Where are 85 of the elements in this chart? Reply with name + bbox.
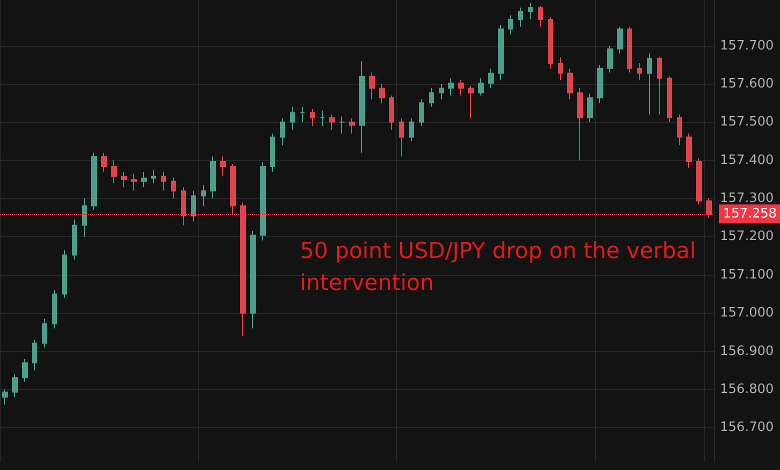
candlestick — [240, 202, 246, 336]
candlestick — [320, 110, 325, 126]
candlestick — [706, 198, 712, 218]
y-tick-label: 157.500 — [720, 114, 774, 130]
y-tick-label: 157.000 — [720, 306, 774, 321]
candlestick — [647, 52, 652, 116]
candlestick — [488, 68, 494, 88]
candlestick — [558, 56, 563, 81]
y-tick-label: 156.700 — [720, 420, 774, 436]
candlestick — [270, 133, 275, 172]
candlestick — [201, 184, 206, 207]
candlestick — [121, 171, 127, 188]
candlestick — [448, 78, 454, 96]
candlestick — [12, 374, 18, 398]
y-tick-label: 157.400 — [720, 152, 774, 168]
candlestick — [230, 164, 236, 214]
candlestick — [498, 24, 504, 81]
candlestick — [210, 156, 216, 200]
candlestick — [280, 118, 285, 146]
candlestick — [300, 106, 305, 123]
candlestick — [329, 114, 335, 130]
candlestick — [42, 318, 47, 348]
candlestick — [548, 16, 553, 70]
candlestick — [191, 190, 196, 222]
candlestick — [290, 106, 295, 130]
candlestick — [399, 118, 404, 158]
candlestick — [587, 93, 593, 123]
candlestick — [220, 156, 226, 176]
y-tick-label: 157.200 — [720, 229, 774, 244]
candlestick — [627, 26, 632, 74]
candlestick — [52, 290, 57, 329]
candlestick — [62, 250, 67, 298]
candlestick — [468, 85, 474, 119]
candlestick — [528, 2, 533, 20]
candlestick — [310, 108, 315, 126]
y-tick-label: 157.300 — [720, 191, 774, 206]
candlestick — [22, 358, 28, 382]
candlestick — [72, 219, 77, 260]
candlestick — [131, 173, 137, 192]
candlestick — [151, 169, 156, 184]
candlestick — [379, 84, 385, 104]
candlestick — [339, 116, 345, 134]
candlestick — [409, 118, 414, 142]
candlestick — [597, 64, 603, 104]
candlestick — [181, 186, 186, 226]
candlestick — [2, 388, 8, 406]
candlestick — [637, 62, 642, 81]
candlestick — [617, 26, 623, 54]
candlestick — [389, 94, 394, 130]
y-tick-label: 157.100 — [720, 267, 774, 282]
candlestick — [91, 152, 97, 210]
y-tick-label: 156.900 — [720, 344, 774, 359]
candlestick — [696, 158, 702, 205]
candlestick — [141, 171, 147, 188]
y-tick-label: 157.700 — [720, 38, 774, 54]
candlestick — [32, 339, 37, 371]
y-tick-label: 157.600 — [720, 76, 774, 92]
candlestick — [82, 198, 87, 238]
candlestick — [657, 56, 662, 116]
candlestick — [478, 78, 484, 96]
candlestick — [686, 133, 692, 168]
candlestick — [349, 118, 355, 134]
candlestick — [369, 72, 375, 100]
candlestick — [359, 60, 365, 154]
candlestick — [538, 5, 543, 28]
candlestick — [607, 45, 613, 74]
ref-line-label: 157.258 — [723, 206, 777, 222]
candlestick — [577, 87, 583, 161]
candlestick — [667, 76, 672, 123]
candlestick — [518, 7, 523, 28]
candlestick — [439, 84, 444, 100]
candlestick — [508, 14, 513, 35]
candlestick — [161, 171, 166, 192]
annotation: 50 point USD/JPY drop on the verbal intervention — [300, 238, 697, 298]
y-tick-label: 156.800 — [720, 382, 774, 397]
candlestick — [677, 114, 682, 146]
candlestick — [429, 87, 434, 108]
candlestick — [111, 160, 117, 184]
candlestick — [419, 98, 424, 126]
candlestick — [101, 152, 107, 172]
candlestick — [458, 80, 464, 96]
candlestick — [567, 68, 573, 100]
candlestick — [250, 230, 256, 329]
candlestick — [171, 177, 176, 200]
candlestick — [260, 162, 266, 242]
